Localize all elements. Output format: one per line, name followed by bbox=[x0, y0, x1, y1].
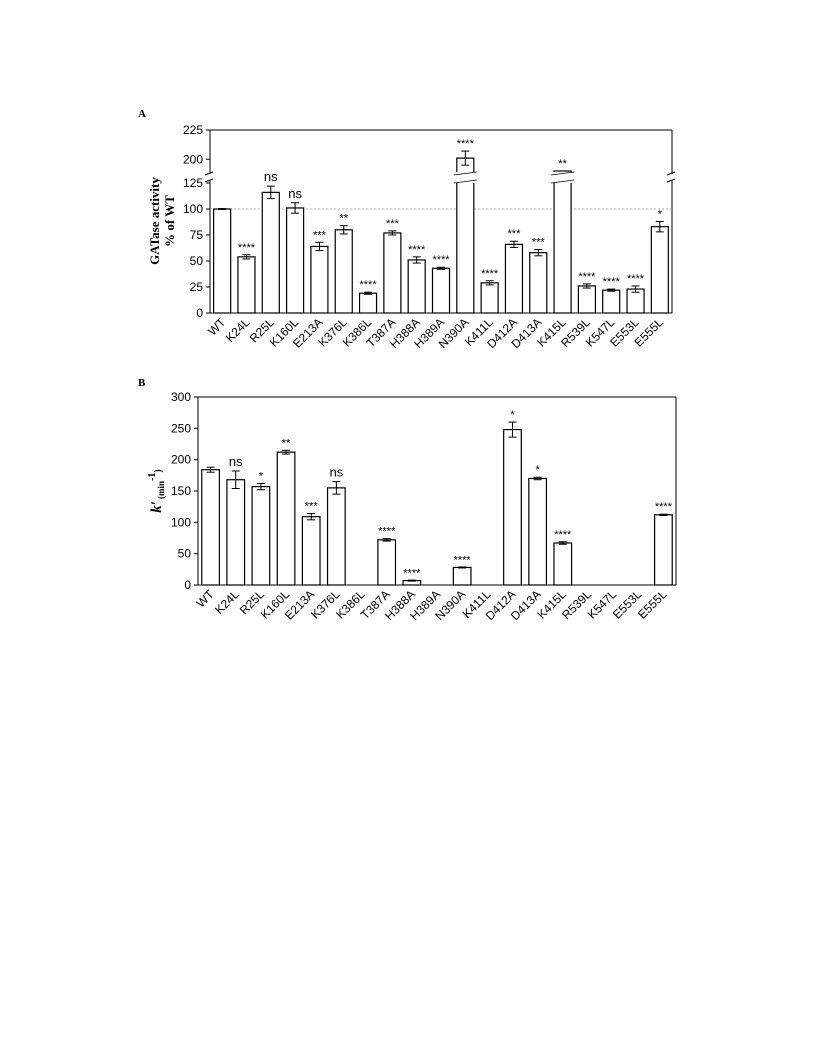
significance-label: ns bbox=[229, 454, 243, 469]
significance-label: * bbox=[259, 470, 264, 482]
bar bbox=[504, 243, 524, 314]
y-tick-label: 50 bbox=[178, 547, 192, 561]
panel-a-chart: 0255075100125200225WT****K24LnsR25LnsK16… bbox=[147, 123, 678, 351]
significance-label: ns bbox=[288, 186, 302, 201]
bar-break-mark bbox=[453, 179, 477, 184]
y-axis-label: k′(min-1) bbox=[147, 469, 166, 512]
y-tick-label: 225 bbox=[183, 123, 203, 137]
x-tick-label: E555L bbox=[635, 587, 670, 622]
bar bbox=[251, 486, 271, 586]
bar bbox=[654, 514, 673, 586]
bar bbox=[383, 232, 402, 314]
significance-label: **** bbox=[655, 501, 673, 513]
bar bbox=[226, 479, 246, 586]
bar bbox=[285, 207, 305, 314]
y-tick-label: 125 bbox=[183, 176, 203, 190]
bar bbox=[310, 245, 329, 314]
bar bbox=[407, 259, 426, 314]
bar bbox=[553, 542, 573, 586]
bar-break-mark bbox=[453, 171, 477, 176]
significance-label: ns bbox=[330, 465, 344, 480]
axis-break-mark bbox=[204, 171, 214, 176]
significance-label: **** bbox=[403, 568, 421, 580]
x-tick-label: K24L bbox=[223, 315, 253, 345]
significance-label: **** bbox=[457, 138, 475, 150]
significance-label: *** bbox=[313, 229, 327, 241]
bar bbox=[358, 292, 378, 314]
significance-label: *** bbox=[386, 218, 400, 230]
panel-letter-a: A bbox=[138, 108, 146, 120]
bar bbox=[201, 469, 220, 586]
bar bbox=[326, 487, 346, 586]
bar bbox=[553, 170, 572, 314]
significance-label: **** bbox=[454, 554, 472, 566]
significance-label: **** bbox=[578, 271, 596, 283]
bar bbox=[276, 451, 296, 586]
axis-break-gap bbox=[204, 174, 216, 181]
bar bbox=[213, 208, 232, 314]
significance-label: **** bbox=[603, 276, 621, 288]
panel-b-chart: 050100150200250300WTnsK24L*R25L**K160L**… bbox=[147, 390, 677, 623]
bar bbox=[529, 252, 548, 314]
axis-break-mark bbox=[204, 178, 214, 183]
y-axis-label: GATase activity bbox=[147, 177, 162, 265]
axis-break-mark bbox=[666, 178, 676, 183]
bar-break-gap bbox=[553, 172, 573, 183]
significance-label: ** bbox=[282, 437, 291, 449]
x-tick-label: K24L bbox=[212, 587, 242, 617]
significance-label: *** bbox=[532, 237, 546, 249]
significance-label: * bbox=[510, 409, 515, 421]
panel-letter-b: B bbox=[138, 377, 146, 389]
y-tick-label: 50 bbox=[190, 254, 204, 268]
axis-break-gap bbox=[666, 174, 678, 181]
significance-label: ** bbox=[339, 213, 348, 225]
y-tick-label: 200 bbox=[183, 152, 203, 166]
significance-label: * bbox=[658, 208, 663, 220]
bar bbox=[528, 477, 548, 586]
bar-break-gap bbox=[455, 172, 475, 183]
y-axis-label-2: % of WT bbox=[162, 195, 177, 247]
bar bbox=[602, 289, 621, 314]
significance-label: ** bbox=[558, 158, 567, 170]
y-tick-label: 300 bbox=[171, 390, 191, 404]
significance-label: **** bbox=[481, 268, 499, 280]
significance-label: **** bbox=[408, 244, 426, 256]
significance-label: **** bbox=[238, 242, 256, 254]
significance-label: *** bbox=[508, 228, 522, 240]
bar bbox=[431, 267, 451, 314]
significance-label: * bbox=[535, 464, 540, 476]
y-tick-label: 75 bbox=[190, 228, 204, 242]
significance-label: **** bbox=[627, 273, 645, 285]
bar bbox=[261, 191, 280, 314]
y-tick-label: 100 bbox=[171, 515, 191, 529]
y-tick-label: 25 bbox=[190, 280, 204, 294]
bar bbox=[503, 428, 522, 586]
significance-label: **** bbox=[432, 254, 450, 266]
y-tick-label: 0 bbox=[196, 306, 203, 320]
bar bbox=[301, 516, 321, 586]
y-tick-label: 0 bbox=[184, 578, 191, 592]
bar bbox=[650, 226, 669, 314]
y-tick-label: 250 bbox=[171, 421, 191, 435]
bar bbox=[480, 282, 499, 314]
significance-label: *** bbox=[305, 501, 319, 513]
significance-label: **** bbox=[378, 526, 396, 538]
axis-break-mark bbox=[666, 171, 676, 176]
bar-break-mark bbox=[551, 179, 575, 184]
bar bbox=[334, 229, 353, 314]
bar bbox=[237, 256, 256, 314]
significance-label: ns bbox=[264, 169, 278, 184]
bar bbox=[577, 285, 597, 314]
bar bbox=[377, 539, 397, 586]
y-tick-label: 100 bbox=[183, 202, 203, 216]
significance-label: **** bbox=[554, 529, 572, 541]
bar bbox=[452, 566, 472, 586]
bar-break-mark bbox=[551, 171, 575, 176]
significance-label: **** bbox=[359, 279, 377, 291]
y-tick-label: 200 bbox=[171, 453, 191, 467]
y-tick-label: 150 bbox=[171, 484, 191, 498]
